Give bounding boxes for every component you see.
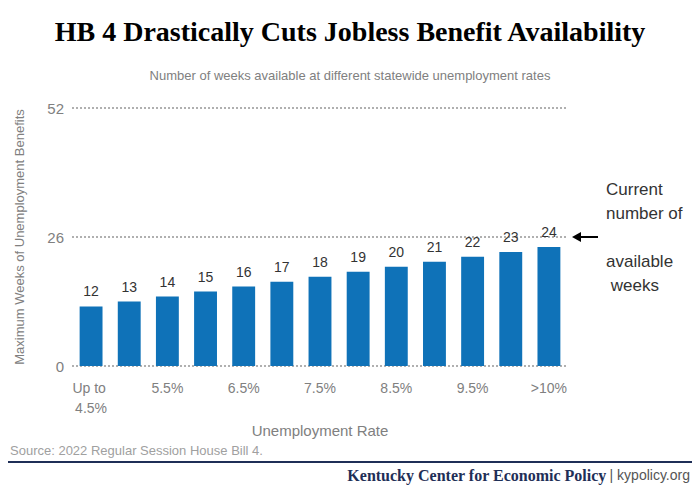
svg-text:Maximum Weeks of Unemployment: Maximum Weeks of Unemployment Benefits — [12, 109, 27, 365]
svg-text:24: 24 — [541, 224, 557, 240]
svg-text:HB 4 Drastically Cuts Jobless: HB 4 Drastically Cuts Jobless Benefit Av… — [55, 16, 646, 47]
svg-text:available: available — [606, 252, 673, 271]
svg-text:13: 13 — [121, 279, 137, 295]
svg-text:Number of weeks available at d: Number of weeks available at different s… — [150, 68, 551, 83]
svg-text:| kypolicy.org: | kypolicy.org — [610, 467, 690, 483]
svg-text:0: 0 — [56, 358, 64, 375]
svg-text:19: 19 — [350, 249, 366, 265]
svg-text:20: 20 — [389, 244, 405, 260]
svg-text:22: 22 — [465, 234, 481, 250]
svg-text:15: 15 — [198, 269, 214, 285]
svg-text:Kentucky Center for Economic P: Kentucky Center for Economic Policy — [347, 467, 606, 485]
svg-text:18: 18 — [312, 254, 328, 270]
svg-text:16: 16 — [236, 264, 252, 280]
svg-text:12: 12 — [83, 283, 99, 299]
svg-text:weeks: weeks — [606, 276, 659, 295]
svg-text:7.5%: 7.5% — [304, 380, 336, 396]
svg-text:5.5%: 5.5% — [151, 380, 183, 396]
svg-text:Unemployment Rate: Unemployment Rate — [252, 422, 389, 439]
svg-text:26: 26 — [47, 229, 64, 246]
svg-text:52: 52 — [47, 100, 64, 117]
svg-text:6.5%: 6.5% — [228, 380, 260, 396]
svg-text:Source: 2022 Regular Session H: Source: 2022 Regular Session House Bill … — [10, 443, 263, 458]
svg-text:17: 17 — [274, 259, 290, 275]
svg-text:number of: number of — [606, 204, 683, 223]
svg-text:9.5%: 9.5% — [457, 380, 489, 396]
svg-text:4.5%: 4.5% — [75, 400, 107, 416]
svg-text:14: 14 — [160, 274, 176, 290]
svg-text:21: 21 — [427, 239, 443, 255]
svg-text:23: 23 — [503, 229, 519, 245]
svg-text:Current: Current — [606, 180, 667, 199]
svg-text:8.5%: 8.5% — [380, 380, 412, 396]
svg-text:>10%: >10% — [531, 380, 567, 396]
svg-text:Up to: Up to — [72, 380, 109, 396]
